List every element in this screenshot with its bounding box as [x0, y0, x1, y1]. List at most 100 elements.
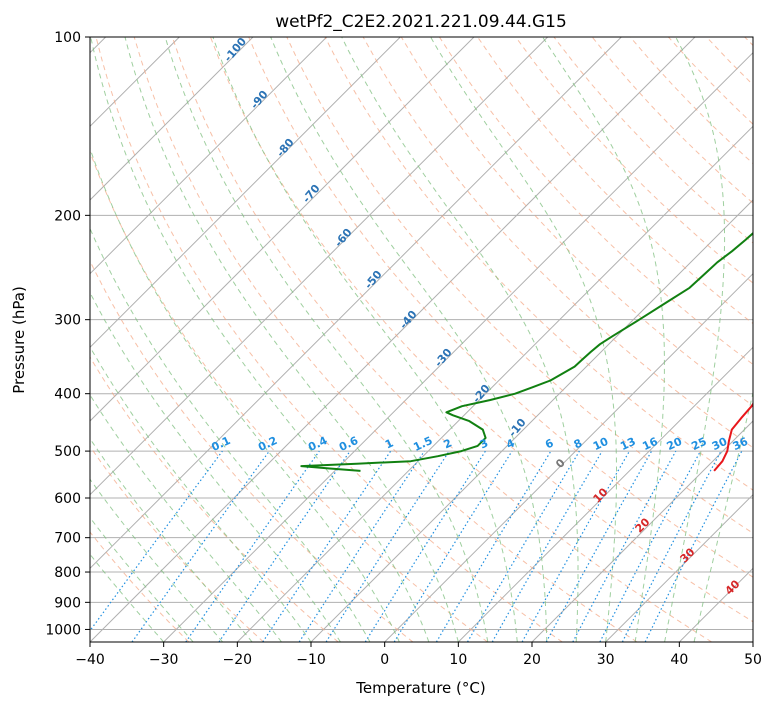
- y-axis-title: Pressure (hPa): [10, 286, 28, 394]
- dry-adiabat-line: [438, 37, 753, 366]
- mixing-ratio-line: [466, 450, 580, 642]
- x-tick-label: 30: [597, 652, 615, 668]
- isotherm-line: [90, 37, 622, 570]
- x-tick-label: 10: [449, 652, 467, 668]
- moist-adiabat-line: [693, 390, 753, 642]
- moist-adiabat-line: [90, 345, 312, 642]
- mixing-ratio-line: [185, 450, 320, 642]
- x-tick-label: 40: [670, 652, 688, 668]
- temperature-profile: [713, 402, 753, 472]
- x-tick-label: 0: [380, 652, 389, 668]
- moist-adiabat-line: [90, 394, 282, 642]
- dry-adiabat-line: [400, 37, 753, 407]
- mixing-ratio-line: [545, 450, 653, 642]
- y-tick-label: 800: [54, 565, 81, 581]
- series-lines: [300, 231, 753, 472]
- mixing-ratio-label: 1: [383, 436, 395, 451]
- mixing-ratio-line: [572, 450, 677, 642]
- y-tick-label: 500: [54, 444, 81, 460]
- mixing-ratio-label: 30: [710, 435, 730, 453]
- x-axis-title: Temperature (°C): [355, 679, 485, 697]
- mixing-ratio-line: [218, 450, 351, 642]
- background-lines: [90, 37, 753, 642]
- dewpoint-profile: [300, 231, 753, 472]
- dry-adiabat-line: [90, 150, 488, 642]
- isotherm-line: [605, 493, 753, 642]
- mixing-ratio-label: 25: [689, 435, 708, 453]
- isotherm-line: [90, 37, 401, 349]
- mixing-ratio-line: [298, 450, 425, 642]
- moist-adiabat-line: [430, 37, 617, 642]
- mixing-ratio-line: [325, 450, 450, 642]
- isotherm-line: [531, 420, 753, 642]
- isotherm-line: [90, 37, 475, 422]
- mixing-ratio-line: [364, 450, 486, 642]
- mixing-ratio-line: [644, 450, 743, 642]
- mixing-ratio-line: [393, 450, 513, 642]
- dry-adiabat-label: -30: [432, 346, 455, 370]
- mixing-ratio-label: 16: [640, 435, 660, 453]
- mixing-ratio-label: 2: [442, 436, 454, 451]
- dry-adiabat-line: [248, 37, 753, 578]
- dry-adiabat-label: -10: [506, 416, 529, 440]
- x-tick-label: −10: [296, 652, 326, 668]
- isotherm-line: [90, 37, 254, 201]
- moist-adiabat-line: [90, 227, 371, 642]
- mixing-ratio-line: [262, 450, 392, 642]
- dry-adiabat-line: [477, 37, 753, 325]
- mixing-ratio-label: 10: [591, 435, 611, 453]
- dry-adiabat-line: [90, 445, 264, 642]
- mixing-ratio-label: 36: [731, 435, 751, 453]
- mixing-ratio-line: [599, 450, 702, 642]
- mixing-ratio-label: 3: [478, 436, 490, 451]
- dry-adiabat-label: -50: [362, 268, 385, 292]
- dry-adiabat-line: [210, 37, 753, 623]
- y-tick-label: 700: [54, 531, 81, 547]
- moist-adiabat-line: [164, 37, 489, 642]
- dry-adiabat-label: -90: [248, 88, 271, 112]
- x-tick-label: 50: [744, 652, 762, 668]
- dry-adiabat-line: [286, 37, 753, 534]
- moist-adiabat-line: [212, 37, 518, 642]
- mixing-ratio-label: 13: [618, 435, 637, 453]
- moist-adiabat-label: 20: [633, 515, 653, 535]
- mixing-ratio-line: [131, 450, 270, 642]
- moist-adiabat-label: 10: [591, 485, 611, 505]
- mixing-ratio-line: [90, 450, 223, 632]
- moist-adiabat-line: [90, 37, 430, 642]
- dry-adiabat-label: -60: [332, 226, 355, 250]
- dry-adiabat-label: -100: [221, 35, 249, 65]
- mixing-ratio-label: 6: [543, 436, 556, 451]
- dry-adiabat-line: [90, 531, 190, 642]
- isotherm-line: [236, 125, 753, 642]
- line-labels: 0.1 0.2 0.4 0.6 1 1.5 2 3 4 6 8 10 13 16 20 25 30 36-100-…: [209, 35, 750, 598]
- plot-frame: [89, 36, 754, 643]
- dry-adiabat-line: [171, 37, 712, 642]
- dry-adiabat-line: [90, 356, 339, 642]
- y-tick-label: 400: [54, 387, 81, 403]
- mixing-ratio-label: 20: [665, 435, 685, 453]
- x-tick-label: −40: [75, 652, 105, 668]
- isotherm-line: [310, 199, 753, 642]
- dry-adiabat-label: -20: [470, 382, 493, 406]
- moist-adiabat-line: [542, 37, 665, 642]
- y-axis: 1000 900 800 700 600 500 400 300 200 100: [45, 30, 90, 638]
- dry-adiabat-line: [706, 37, 753, 86]
- isotherm-line: [90, 37, 328, 275]
- dry-adiabat-line: [553, 37, 753, 244]
- y-tick-label: 200: [54, 208, 81, 224]
- moist-adiabat-line: [90, 516, 194, 642]
- dry-adiabat-line: [744, 37, 753, 47]
- moist-adiabat-line: [664, 37, 726, 642]
- isotherm-line: [457, 346, 753, 642]
- moist-adiabat-line: [90, 478, 223, 642]
- y-tick-label: 900: [54, 595, 81, 611]
- isotherm-line: [384, 272, 753, 642]
- dry-adiabat-line: [515, 37, 753, 284]
- isotherm-line: [90, 37, 549, 496]
- dry-adiabat-line: [95, 37, 563, 642]
- mixing-ratio-line: [435, 450, 552, 642]
- isotherm-line: [163, 51, 753, 642]
